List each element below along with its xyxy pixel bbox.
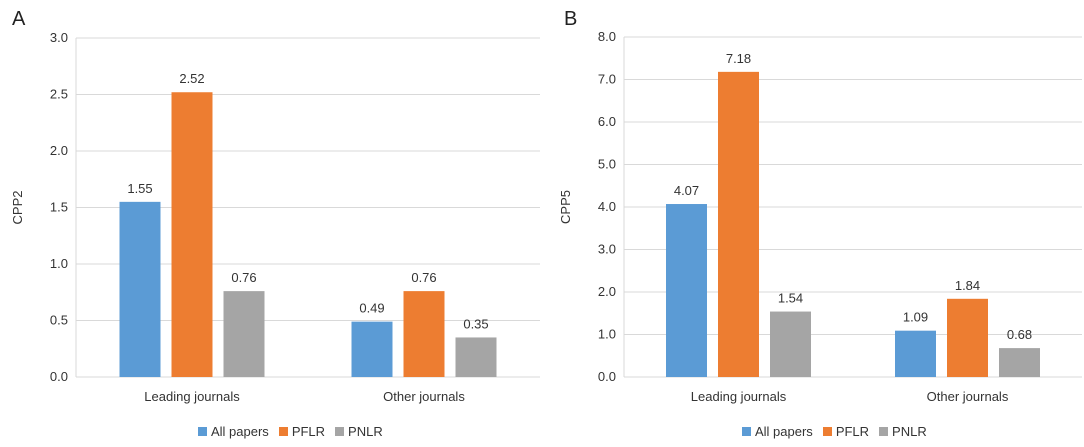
bar	[351, 321, 393, 377]
y-tick-label: 0.0	[598, 369, 616, 384]
x-category-label: Leading journals	[144, 389, 240, 404]
y-tick-label: 2.5	[50, 87, 68, 102]
data-label: 0.68	[1007, 327, 1032, 342]
legend-swatch	[879, 427, 889, 436]
bar	[119, 201, 161, 377]
x-category-label: Leading journals	[691, 389, 787, 404]
legend-swatch	[822, 427, 832, 436]
y-tick-label: 7.0	[598, 72, 616, 87]
data-label: 1.55	[127, 181, 152, 196]
legend-label: PFLR	[291, 424, 326, 439]
bar	[999, 348, 1040, 377]
y-axis-title: CPP5	[558, 190, 573, 224]
bar	[770, 311, 811, 377]
bar	[666, 204, 707, 377]
legend-item-pnlr: PNLR	[335, 424, 383, 439]
chart-panel-b: B 0.0 1.0 2.0 3.0 4.0 5.0 6.0 7.0 8.0 CPP5 4.07 7.1…	[542, 0, 1084, 447]
y-tick-label: 6.0	[598, 114, 616, 129]
legend-label: All papers	[211, 424, 269, 439]
legend-item-all-papers: All papers	[742, 424, 813, 439]
y-tick-label: 3.0	[598, 242, 616, 257]
legend-swatch	[335, 427, 345, 436]
data-label: 0.35	[463, 316, 488, 331]
legend-label: PNLR	[348, 424, 383, 439]
bar	[403, 291, 445, 377]
bar-chart-b: 0.0 1.0 2.0 3.0 4.0 5.0 6.0 7.0 8.0 CPP5 4.07 7.18 1…	[558, 29, 1082, 404]
bar	[718, 71, 759, 377]
legend-swatch	[278, 427, 288, 436]
y-tick-label: 1.0	[598, 327, 616, 342]
x-category-label: Other journals	[927, 389, 1009, 404]
data-label: 4.07	[674, 183, 699, 198]
data-label: 0.49	[359, 301, 384, 316]
bar	[223, 291, 265, 377]
legend-a: All papers PFLR PNLR	[198, 424, 383, 439]
legend-item-pflr: PFLR	[822, 424, 870, 439]
bar	[947, 298, 988, 377]
data-label: 7.18	[726, 51, 751, 66]
y-axis-title: CPP2	[10, 191, 25, 225]
y-tick-label: 3.0	[50, 30, 68, 45]
data-label: 1.84	[955, 278, 980, 293]
legend-label: PFLR	[835, 424, 870, 439]
data-label: 0.76	[411, 270, 436, 285]
y-tick-label: 2.0	[598, 284, 616, 299]
bar	[171, 92, 213, 378]
legend-b: All papers PFLR PNLR	[742, 424, 927, 439]
bar	[895, 330, 936, 377]
y-tick-label: 1.5	[50, 200, 68, 215]
data-label: 0.76	[231, 270, 256, 285]
data-label: 2.52	[179, 71, 204, 86]
legend-label: PNLR	[892, 424, 927, 439]
panel-label-a: A	[12, 8, 26, 30]
panel-label-b: B	[564, 8, 578, 30]
y-tick-label: 8.0	[598, 29, 616, 44]
bar-chart-a: 0.0 0.5 1.0 1.5 2.0 2.5 3.0 CPP2 1.55 2.52 0.76 Lea…	[10, 30, 540, 404]
y-tick-label: 1.0	[50, 256, 68, 271]
bar	[455, 337, 497, 377]
y-tick-label: 0.5	[50, 313, 68, 328]
x-category-label: Other journals	[383, 389, 465, 404]
legend-label: All papers	[755, 424, 813, 439]
legend-swatch	[742, 427, 751, 436]
y-tick-label: 5.0	[598, 157, 616, 172]
legend-item-pflr: PFLR	[278, 424, 326, 439]
y-tick-label: 4.0	[598, 199, 616, 214]
chart-panel-a: A 0.0 0.5 1.0 1.5 2.0 2.5 3.0 CPP2 1.55 2.52 0.76 L…	[10, 8, 540, 439]
legend-item-pnlr: PNLR	[879, 424, 927, 439]
data-label: 1.09	[903, 310, 928, 325]
y-tick-label: 0.0	[50, 369, 68, 384]
y-tick-label: 2.0	[50, 143, 68, 158]
legend-item-all-papers: All papers	[198, 424, 269, 439]
data-label: 1.54	[778, 291, 803, 306]
legend-swatch	[198, 427, 207, 436]
